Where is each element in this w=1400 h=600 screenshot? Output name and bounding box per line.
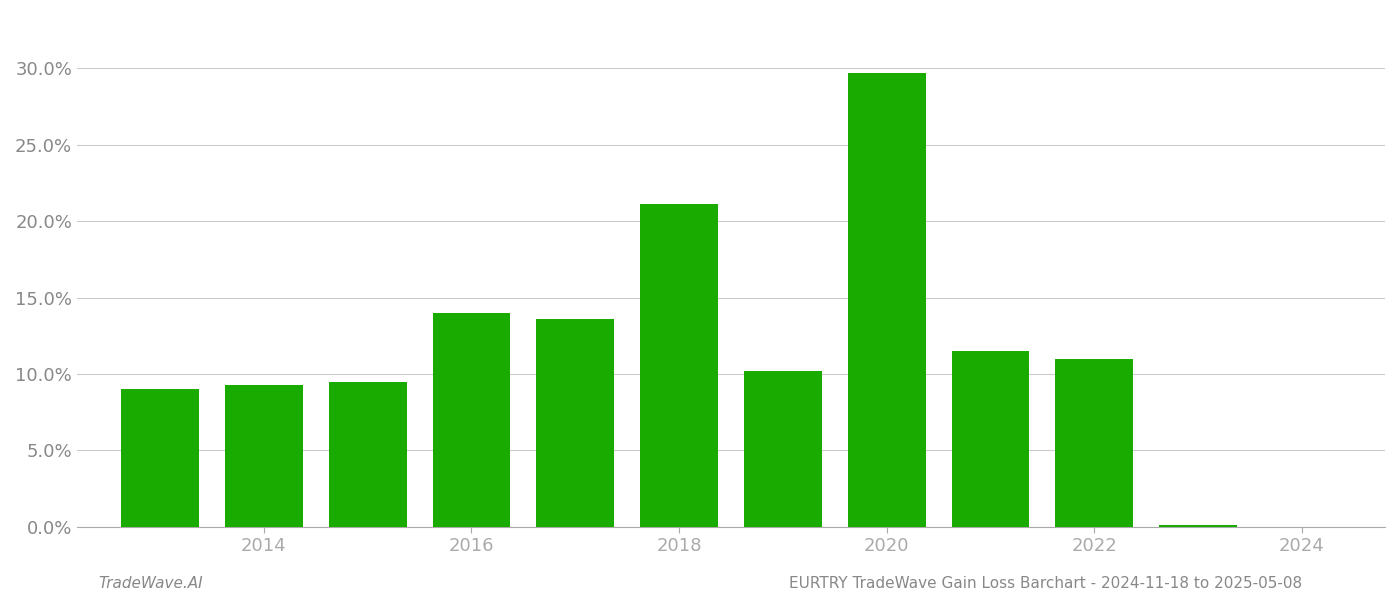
Bar	[743, 371, 822, 527]
Bar	[640, 205, 718, 527]
Bar	[536, 319, 615, 527]
Bar	[848, 73, 925, 527]
Bar	[1159, 525, 1238, 527]
Bar	[225, 385, 302, 527]
Bar	[433, 313, 511, 527]
Bar	[329, 382, 406, 527]
Bar	[1056, 359, 1133, 527]
Bar	[122, 389, 199, 527]
Text: EURTRY TradeWave Gain Loss Barchart - 2024-11-18 to 2025-05-08: EURTRY TradeWave Gain Loss Barchart - 20…	[788, 576, 1302, 591]
Bar	[952, 351, 1029, 527]
Text: TradeWave.AI: TradeWave.AI	[98, 576, 203, 591]
